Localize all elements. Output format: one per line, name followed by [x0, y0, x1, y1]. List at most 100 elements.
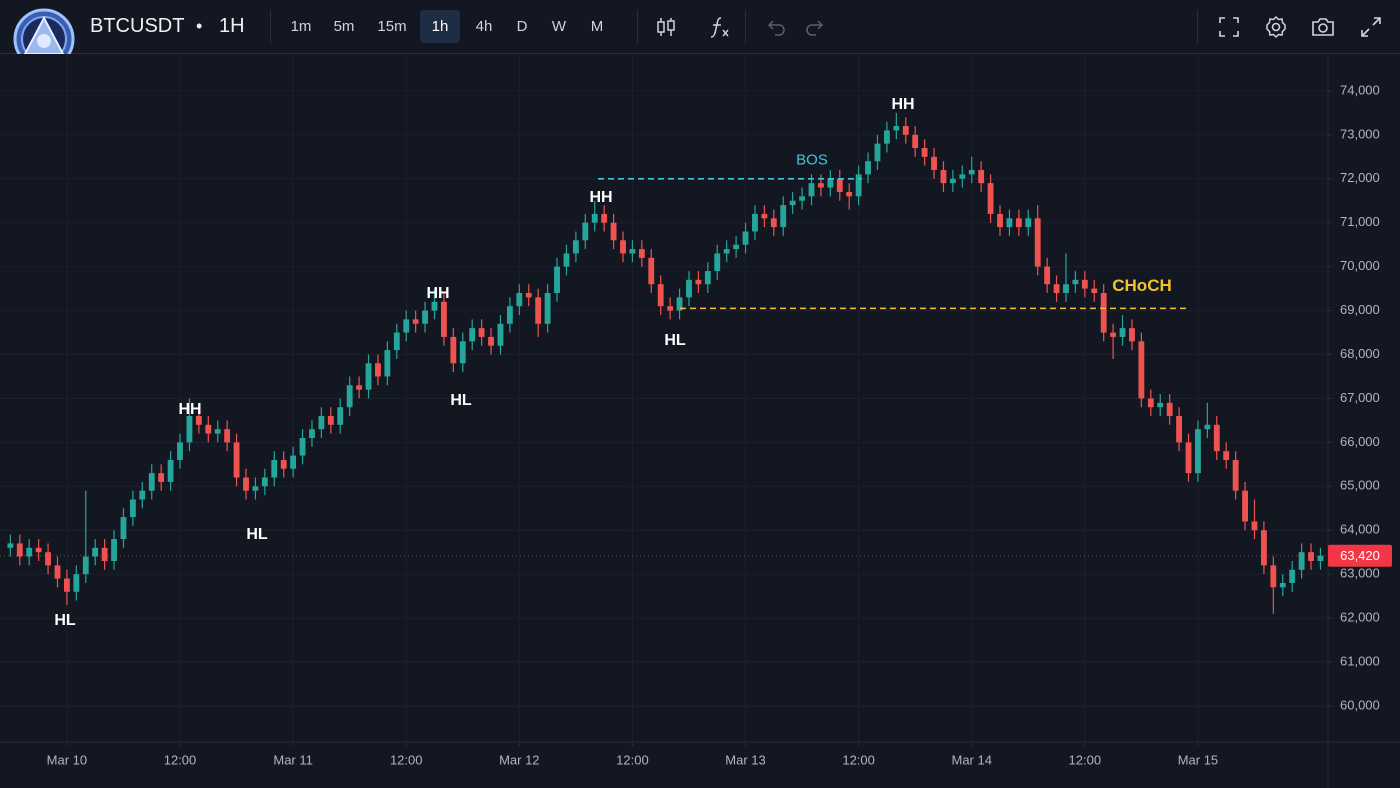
- timeframe-button[interactable]: 1h: [420, 10, 460, 43]
- candle-body: [16, 543, 23, 557]
- timeframe-button[interactable]: M: [590, 18, 604, 35]
- level-label: BOS: [796, 152, 828, 169]
- candle-body: [667, 306, 674, 311]
- y-tick-label: 62,000: [1340, 610, 1380, 625]
- candle-body: [233, 442, 240, 478]
- candle-body: [657, 284, 664, 307]
- candle-body: [459, 341, 466, 364]
- candle-body: [431, 301, 438, 311]
- x-tick-label: 12:00: [390, 752, 423, 767]
- timeframe-button[interactable]: 4h: [475, 18, 493, 35]
- settings-button[interactable]: [1262, 13, 1290, 41]
- candle-body: [1034, 218, 1041, 267]
- candle-body: [1185, 442, 1192, 474]
- candle-body: [959, 174, 966, 179]
- x-tick-label: Mar 12: [499, 752, 539, 767]
- timeframe-button[interactable]: 1m: [290, 18, 312, 35]
- x-tick-label: 12:00: [842, 752, 875, 767]
- candle-body: [949, 178, 956, 184]
- y-tick-label: 63,000: [1340, 566, 1380, 581]
- y-tick-label: 65,000: [1340, 478, 1380, 493]
- candle-body: [261, 477, 268, 487]
- candle-body: [54, 565, 61, 579]
- last-price-label: 63,420: [1340, 548, 1380, 563]
- candle-body: [714, 253, 721, 272]
- candle-body: [1260, 530, 1267, 566]
- timeframe-button[interactable]: D: [516, 18, 528, 35]
- timeframe-button[interactable]: 5m: [333, 18, 355, 35]
- candle-body: [214, 429, 221, 434]
- candle-body: [73, 574, 80, 592]
- candle-body: [799, 196, 805, 201]
- y-tick-label: 74,000: [1340, 82, 1380, 97]
- candle-body: [1081, 279, 1088, 289]
- candle-body: [1063, 284, 1069, 293]
- candle-body: [676, 297, 683, 311]
- level-label: CHoCH: [1112, 276, 1172, 295]
- candle-body: [818, 183, 824, 188]
- candle-body: [968, 169, 975, 175]
- candle-body: [1223, 451, 1230, 460]
- candle-body: [836, 178, 843, 192]
- candle-body: [563, 253, 570, 267]
- y-tick-label: 69,000: [1340, 302, 1380, 317]
- candle-body: [572, 240, 579, 254]
- chart-type-button[interactable]: [652, 13, 680, 41]
- candle-body: [1204, 424, 1211, 430]
- candle-body: [224, 429, 231, 443]
- y-tick-label: 73,000: [1340, 126, 1380, 141]
- candle-body: [139, 490, 146, 500]
- undo-button[interactable]: [761, 13, 789, 41]
- candle-body: [1270, 565, 1277, 588]
- swing-label: HL: [664, 332, 686, 349]
- candle-body: [1308, 552, 1314, 561]
- candle-body: [450, 336, 457, 364]
- candle-body: [1157, 402, 1164, 408]
- candle-body: [45, 552, 51, 566]
- candle-body: [92, 547, 99, 557]
- candle-body: [1298, 552, 1305, 570]
- candle-body: [780, 205, 787, 228]
- fullscreen-button[interactable]: [1357, 13, 1385, 41]
- y-tick-label: 71,000: [1340, 214, 1380, 229]
- candle-body: [318, 416, 325, 430]
- candle-body: [620, 240, 626, 254]
- candle-body: [535, 297, 542, 324]
- divider: [637, 10, 638, 44]
- x-tick-label: 12:00: [1069, 752, 1102, 767]
- x-tick-label: Mar 14: [951, 752, 991, 767]
- swing-label: HH: [589, 189, 612, 206]
- candle-body: [554, 266, 560, 293]
- candle-body: [987, 183, 994, 214]
- candle-body: [497, 323, 504, 346]
- candle-body: [582, 222, 589, 241]
- timeframe-button[interactable]: W: [551, 18, 567, 35]
- candle-body: [921, 148, 928, 157]
- candle-body: [186, 416, 193, 443]
- candle-body: [865, 161, 871, 175]
- indicators-button[interactable]: [705, 13, 733, 41]
- candle-body: [488, 336, 494, 346]
- candle-body: [129, 499, 136, 518]
- layout-button[interactable]: [1215, 13, 1243, 41]
- candle-body: [516, 292, 523, 307]
- candle-body: [912, 134, 919, 149]
- candle-body: [280, 459, 287, 469]
- candle-body: [412, 319, 419, 324]
- candle-body: [35, 547, 42, 553]
- timeframe-button[interactable]: 15m: [377, 18, 407, 35]
- redo-button[interactable]: [802, 13, 830, 41]
- candle-body: [1251, 521, 1258, 531]
- candle-body: [271, 459, 278, 478]
- candle-body: [205, 424, 212, 434]
- candle-body: [846, 191, 853, 197]
- symbol: BTCUSDT: [90, 15, 185, 37]
- candle-body: [158, 473, 165, 482]
- swing-label: HL: [450, 392, 472, 409]
- candle-body: [63, 578, 70, 592]
- swing-label: HH: [426, 285, 449, 302]
- candle-body: [1025, 218, 1032, 228]
- snapshot-button[interactable]: [1309, 13, 1337, 41]
- candle-body: [1289, 569, 1296, 583]
